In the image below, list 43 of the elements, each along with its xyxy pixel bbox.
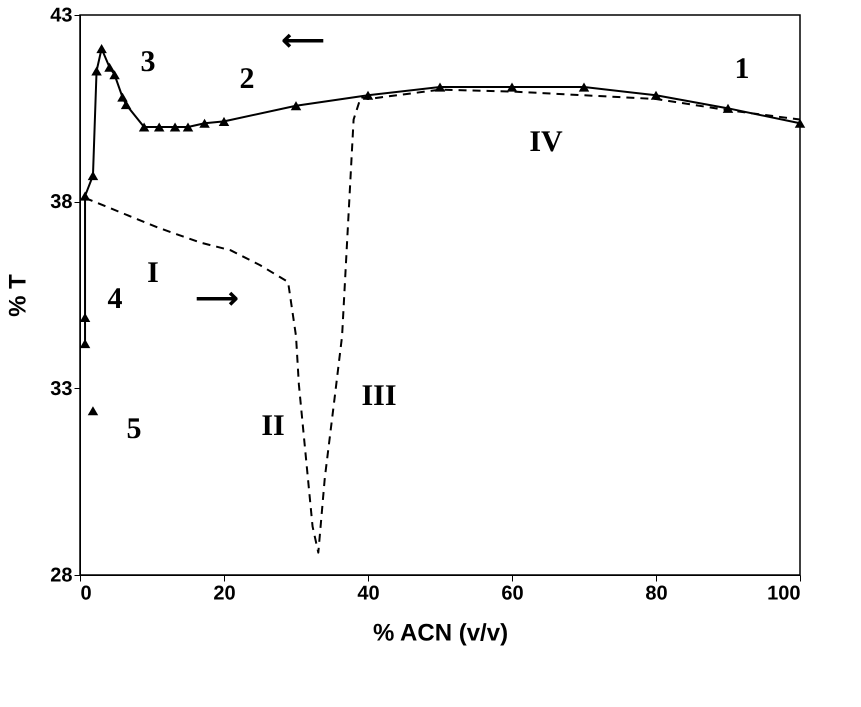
point bbox=[182, 122, 194, 132]
point bbox=[138, 122, 150, 132]
annotation: I bbox=[147, 256, 159, 289]
annotation: 2 bbox=[240, 62, 254, 95]
point bbox=[109, 70, 120, 80]
y-tick-label: 43 bbox=[50, 4, 72, 26]
point bbox=[80, 312, 90, 322]
annotation: ⟶ bbox=[196, 282, 238, 315]
annotation: 5 bbox=[126, 412, 142, 445]
x-tick-label: 40 bbox=[357, 582, 380, 604]
y-axis-title: % T bbox=[4, 274, 32, 317]
annotation: 1 bbox=[734, 52, 750, 85]
point bbox=[117, 92, 128, 102]
point bbox=[80, 338, 90, 348]
y-tick-label: 28 bbox=[50, 564, 72, 586]
annotation: III bbox=[361, 379, 397, 412]
point bbox=[170, 122, 180, 132]
point bbox=[88, 406, 98, 416]
point bbox=[91, 66, 102, 76]
point bbox=[96, 44, 107, 54]
x-tick-label: 100 bbox=[767, 582, 800, 604]
y-tick-label: 38 bbox=[50, 191, 72, 214]
point bbox=[88, 170, 98, 180]
annotation: II bbox=[261, 409, 285, 442]
annotation: IV bbox=[529, 125, 564, 158]
point bbox=[218, 116, 230, 126]
x-tick-label: 60 bbox=[501, 582, 524, 604]
x-axis-title: % ACN (v/v) bbox=[372, 620, 508, 646]
point bbox=[506, 82, 518, 92]
x-tick-label: 0 bbox=[80, 582, 92, 604]
annotation: 4 bbox=[108, 282, 122, 315]
point bbox=[199, 118, 210, 128]
point bbox=[120, 100, 132, 110]
x-tick-label: 20 bbox=[213, 582, 236, 604]
y-tick-label: 33 bbox=[50, 378, 72, 400]
point bbox=[154, 122, 164, 132]
annotation: ⟵ bbox=[282, 24, 324, 57]
point bbox=[794, 118, 806, 128]
x-tick-label: 80 bbox=[645, 582, 668, 604]
annotation: 3 bbox=[140, 45, 156, 78]
point bbox=[578, 82, 590, 92]
point bbox=[290, 101, 302, 110]
point bbox=[104, 62, 115, 72]
